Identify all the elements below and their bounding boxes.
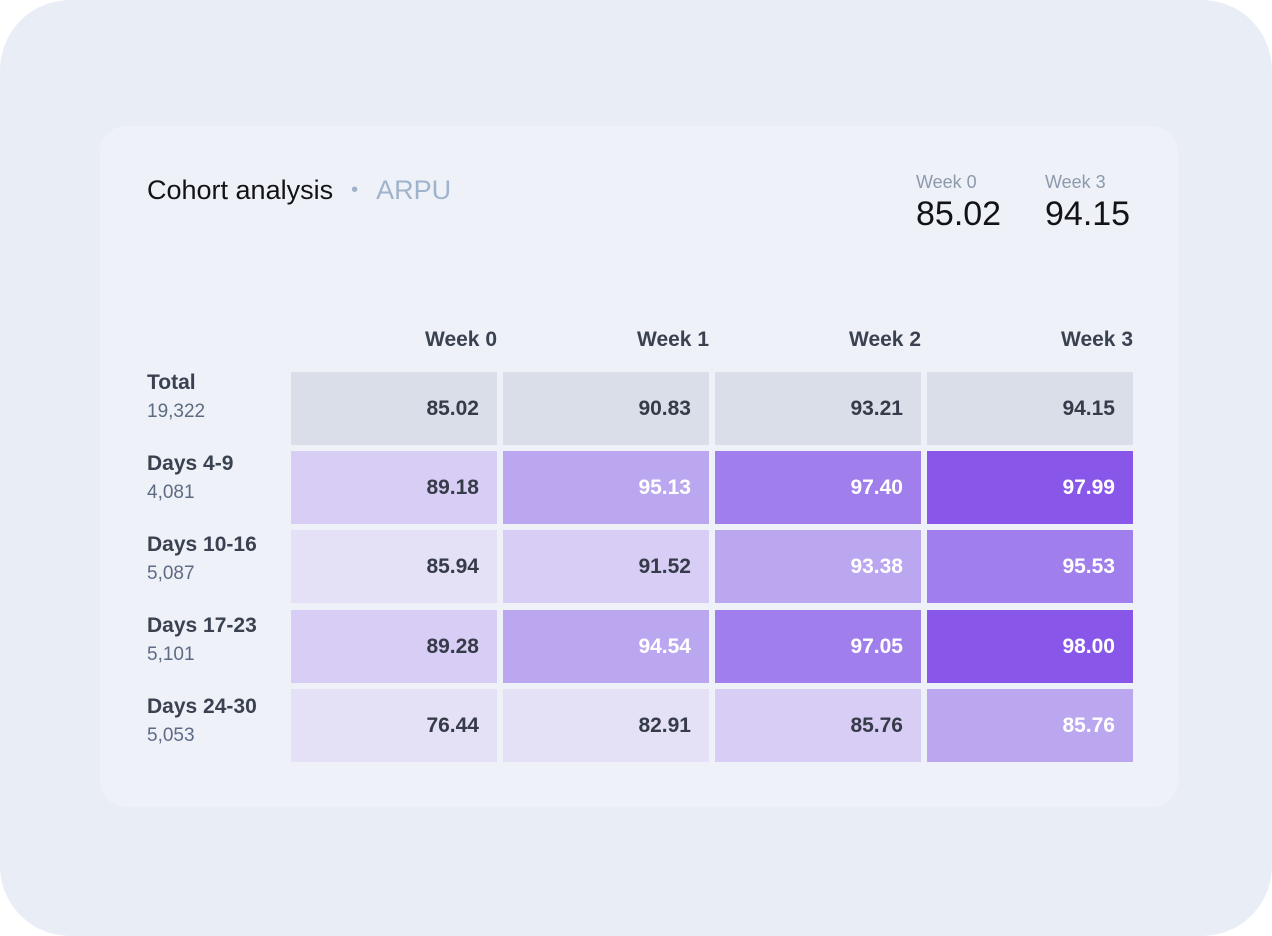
heatmap-cell: 76.44: [291, 689, 497, 762]
kpi-label: Week 3: [1045, 172, 1106, 192]
cohort-size: 5,087: [147, 563, 195, 584]
kpi-week-0: Week 0 85.02: [916, 172, 1001, 234]
kpi-value: 85.02: [916, 195, 1002, 233]
column-header-week-2: Week 2: [849, 328, 921, 351]
cohort-size: 4,081: [147, 482, 195, 503]
heatmap-cell: 95.53: [927, 530, 1133, 603]
heatmap-cell: 95.13: [503, 451, 709, 524]
row-label: Total 19,322: [147, 371, 287, 423]
heatmap-cell: 94.54: [503, 610, 709, 683]
cohort-name: Days 24-30: [147, 695, 257, 718]
kpi-week-3: Week 3 94.15: [1045, 172, 1130, 234]
row-label: Days 4-9 4,081: [147, 452, 287, 504]
metric-label: ARPU: [376, 175, 452, 205]
card-header: Cohort analysis • ARPU: [147, 175, 451, 206]
page-title: Cohort analysis: [147, 175, 334, 205]
cohort-name: Days 4-9: [147, 452, 234, 475]
heatmap-cell: 94.15: [927, 372, 1133, 445]
cohort-name: Days 17-23: [147, 614, 257, 637]
heatmap-cell: 97.05: [715, 610, 921, 683]
heatmap-cell: 91.52: [503, 530, 709, 603]
heatmap-cell: 97.99: [927, 451, 1133, 524]
cohort-size: 19,322: [147, 401, 206, 422]
cohort-size: 5,101: [147, 644, 195, 665]
heatmap-cell: 89.28: [291, 610, 497, 683]
heatmap-cell: 93.38: [715, 530, 921, 603]
column-header-week-0: Week 0: [425, 328, 497, 351]
column-header-week-1: Week 1: [637, 328, 709, 351]
row-label: Days 17-23 5,101: [147, 614, 287, 666]
kpi-label: Week 0: [916, 172, 977, 192]
row-label: Days 10-16 5,087: [147, 533, 287, 585]
kpi-value: 94.15: [1045, 195, 1131, 233]
heatmap-cell: 85.02: [291, 372, 497, 445]
heatmap-cell: 82.91: [503, 689, 709, 762]
heatmap-cell: 89.18: [291, 451, 497, 524]
heatmap-cell: 98.00: [927, 610, 1133, 683]
column-header-week-3: Week 3: [1061, 328, 1133, 351]
row-label: Days 24-30 5,053: [147, 695, 287, 747]
cohort-name: Days 10-16: [147, 533, 257, 556]
heatmap-cell: 93.21: [715, 372, 921, 445]
heatmap-cell: 97.40: [715, 451, 921, 524]
cohort-size: 5,053: [147, 725, 195, 746]
heatmap-cell: 85.94: [291, 530, 497, 603]
heatmap-cell: 85.76: [927, 689, 1133, 762]
heatmap-cell: 90.83: [503, 372, 709, 445]
cohort-name: Total: [147, 371, 196, 394]
title-separator: •: [351, 179, 359, 201]
heatmap-cell: 85.76: [715, 689, 921, 762]
